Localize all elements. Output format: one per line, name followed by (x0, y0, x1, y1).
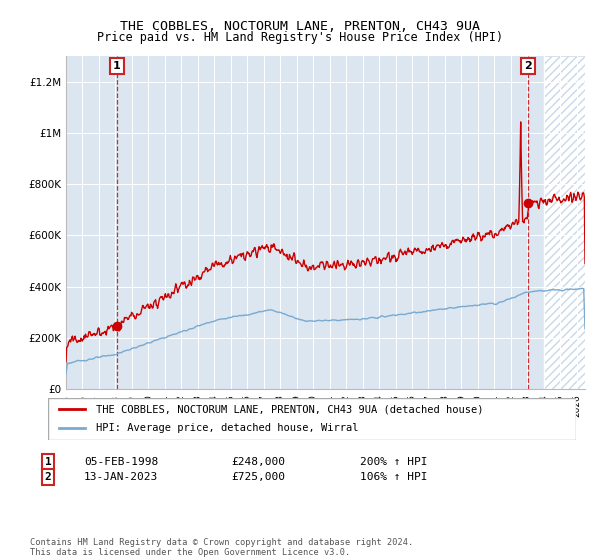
Text: THE COBBLES, NOCTORUM LANE, PRENTON, CH43 9UA (detached house): THE COBBLES, NOCTORUM LANE, PRENTON, CH4… (95, 404, 483, 414)
Text: Price paid vs. HM Land Registry's House Price Index (HPI): Price paid vs. HM Land Registry's House … (97, 31, 503, 44)
Text: £248,000: £248,000 (231, 457, 285, 467)
Text: 05-FEB-1998: 05-FEB-1998 (84, 457, 158, 467)
Text: 2: 2 (524, 61, 532, 71)
FancyBboxPatch shape (48, 398, 576, 440)
Text: 1: 1 (113, 61, 121, 71)
Text: £725,000: £725,000 (231, 472, 285, 482)
Bar (544, 56, 585, 389)
Text: 2: 2 (44, 472, 52, 482)
Text: 1: 1 (44, 457, 52, 467)
Bar (544, 56, 585, 389)
Text: 13-JAN-2023: 13-JAN-2023 (84, 472, 158, 482)
Text: HPI: Average price, detached house, Wirral: HPI: Average price, detached house, Wirr… (95, 423, 358, 433)
Text: 106% ↑ HPI: 106% ↑ HPI (360, 472, 427, 482)
Text: THE COBBLES, NOCTORUM LANE, PRENTON, CH43 9UA: THE COBBLES, NOCTORUM LANE, PRENTON, CH4… (120, 20, 480, 32)
Text: 200% ↑ HPI: 200% ↑ HPI (360, 457, 427, 467)
Text: Contains HM Land Registry data © Crown copyright and database right 2024.
This d: Contains HM Land Registry data © Crown c… (30, 538, 413, 557)
